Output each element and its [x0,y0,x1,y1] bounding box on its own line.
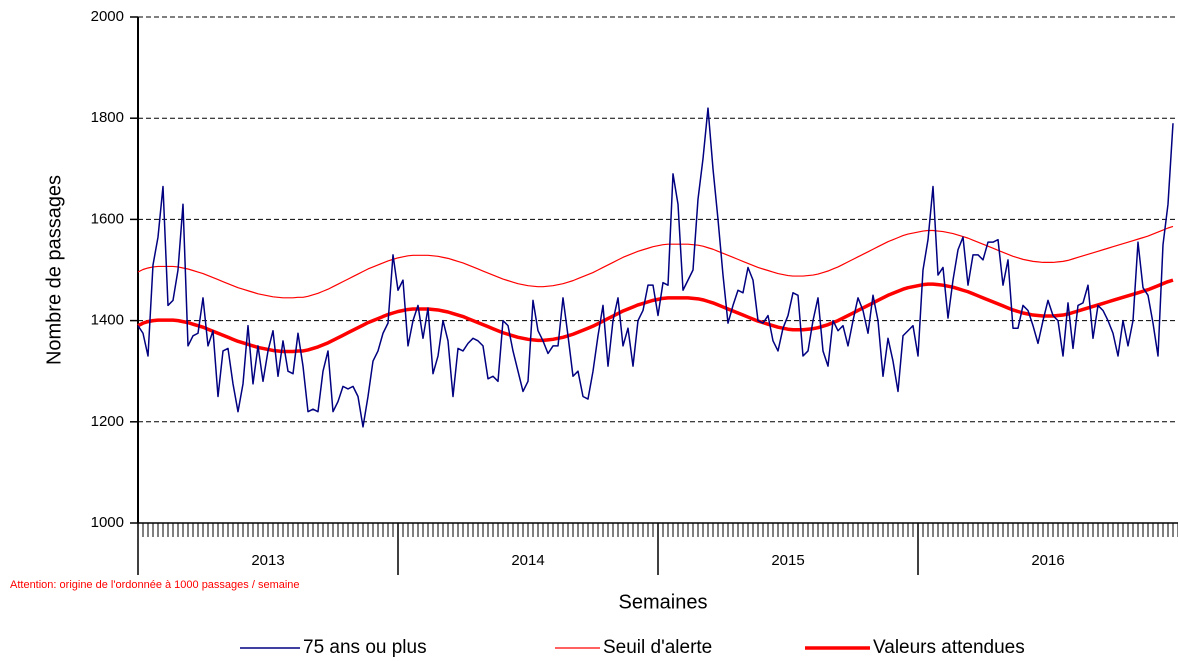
y-tick-label: 1800 [91,109,124,126]
legend-label: 75 ans ou plus [303,637,427,658]
y-tick-label: 1400 [91,312,124,329]
x-axis-title: Semaines [619,591,708,613]
y-tick-label: 1000 [91,514,124,531]
series-line [137,278,1174,354]
annotation: Attention: origine de l'ordonnée à 1000 … [10,579,300,591]
year-label: 2016 [1031,552,1064,569]
legend-label: Valeurs attendues [873,637,1025,658]
y-tick-label: 2000 [91,8,124,25]
year-label: 2015 [771,552,804,569]
y-tick-label: 1200 [91,413,124,430]
y-tick-label: 1600 [91,210,124,227]
y-axis-title: Nombre de passages [43,175,65,365]
series-line [137,107,1174,428]
legend-label: Seuil d'alerte [603,637,712,658]
year-label: 2014 [511,552,544,569]
year-label: 2013 [251,552,284,569]
series-line [137,225,1174,299]
